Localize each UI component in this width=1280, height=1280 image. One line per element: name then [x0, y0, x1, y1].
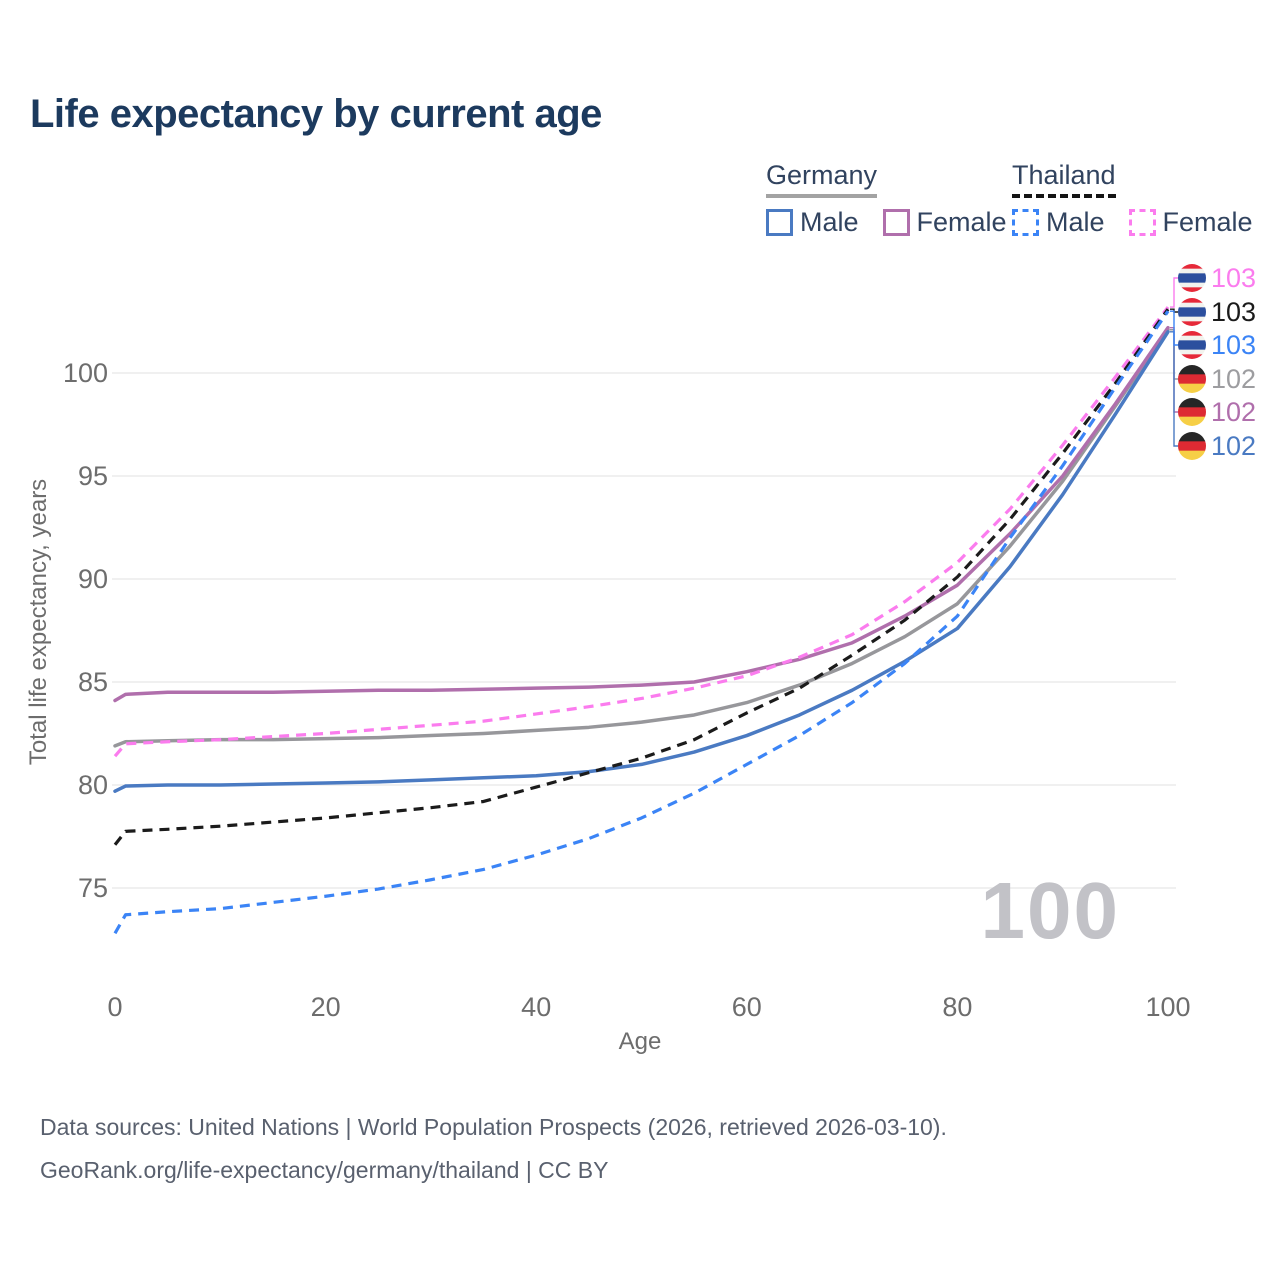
y-axis-title: Total life expectancy, years	[25, 479, 52, 765]
legend-items-germany: Male Female	[766, 207, 1031, 238]
flag-stripe	[1178, 450, 1206, 460]
flag-stripe	[1178, 302, 1206, 308]
flag-stripe	[1178, 307, 1206, 318]
legend-item-germany-female[interactable]: Female	[882, 207, 1007, 238]
y-tick-label-75: 75	[78, 873, 108, 903]
flag-stripe	[1178, 374, 1206, 385]
legend-group-germany: Germany Male Female	[766, 160, 1031, 238]
end-label-leader-thailand-male	[1170, 310, 1178, 346]
end-value-label-germany-male: 102	[1211, 431, 1256, 461]
flag-stripe	[1178, 298, 1206, 304]
flag-stripe	[1178, 273, 1206, 284]
flag-stripe	[1178, 416, 1206, 426]
germany-female-swatch-icon	[882, 209, 910, 236]
thailand-flag-icon	[1178, 298, 1206, 326]
thailand-flag-icon	[1178, 264, 1206, 292]
germany-flag-icon	[1178, 398, 1206, 426]
end-value-label-thailand-male: 103	[1211, 330, 1256, 360]
series-line-thailand-total[interactable]	[113, 308, 1170, 846]
germany-flag-icon	[1178, 432, 1206, 460]
legend-item-label: Male	[1046, 207, 1105, 237]
end-value-label-thailand-female: 103	[1211, 263, 1256, 293]
flag-stripe	[1178, 340, 1206, 351]
flag-stripe	[1178, 282, 1206, 288]
flag-stripe	[1178, 335, 1206, 341]
data-sources-footer: Data sources: United Nations | World Pop…	[40, 1106, 947, 1192]
flag-stripe	[1178, 316, 1206, 322]
flag-stripe	[1178, 441, 1206, 452]
series-line-germany-male[interactable]	[113, 330, 1170, 793]
x-tick-label-40: 40	[521, 992, 551, 1022]
series-line-thailand-male[interactable]	[113, 310, 1170, 935]
x-tick-label-0: 0	[107, 992, 122, 1022]
flag-stripe	[1178, 268, 1206, 274]
legend-country-germany[interactable]: Germany	[766, 160, 878, 198]
thailand-female-swatch-icon	[1128, 209, 1156, 236]
thailand-male-swatch-icon	[1012, 209, 1039, 236]
y-tick-label-90: 90	[78, 564, 108, 594]
flag-stripe	[1178, 398, 1206, 408]
y-tick-label-85: 85	[78, 667, 108, 697]
series-line-germany-female[interactable]	[113, 325, 1170, 703]
end-label-leader-germany-male	[1170, 331, 1178, 447]
flag-stripe	[1178, 407, 1206, 418]
legend-item-label: Female	[916, 207, 1007, 237]
end-value-label-germany-total: 102	[1211, 364, 1256, 394]
y-tick-label-80: 80	[78, 770, 108, 800]
end-label-leader-thailand-female	[1170, 277, 1178, 308]
x-tick-label-60: 60	[732, 992, 762, 1022]
flag-stripe	[1178, 432, 1206, 442]
flag-stripe	[1178, 264, 1206, 270]
legend-item-germany-male[interactable]: Male	[766, 207, 859, 238]
end-value-label-germany-female: 102	[1211, 397, 1256, 427]
legend-item-thailand-female[interactable]: Female	[1128, 207, 1253, 238]
chart-legend: Germany Male Female Thailand Male	[0, 0, 1280, 260]
thailand-flag-icon	[1178, 331, 1206, 359]
x-tick-label-80: 80	[942, 992, 972, 1022]
legend-group-thailand: Thailand Male Female	[1012, 160, 1277, 238]
age-counter-watermark: 100	[981, 866, 1120, 955]
legend-item-label: Female	[1162, 207, 1253, 237]
legend-item-label: Male	[800, 207, 859, 237]
germany-male-swatch-icon	[766, 209, 793, 236]
x-tick-label-20: 20	[311, 992, 341, 1022]
series-line-thailand-female[interactable]	[113, 306, 1170, 758]
flag-stripe	[1178, 383, 1206, 393]
germany-flag-icon	[1178, 365, 1206, 393]
flag-stripe	[1178, 365, 1206, 375]
end-value-label-thailand-total: 103	[1211, 297, 1256, 327]
x-tick-label-100: 100	[1145, 992, 1190, 1022]
y-tick-label-95: 95	[78, 461, 108, 491]
legend-items-thailand: Male Female	[1012, 207, 1277, 238]
legend-item-thailand-male[interactable]: Male	[1012, 207, 1105, 238]
page-title: Life expectancy by current age	[30, 92, 602, 136]
flag-stripe	[1178, 349, 1206, 355]
flag-stripe	[1178, 331, 1206, 337]
legend-country-thailand[interactable]: Thailand	[1012, 160, 1116, 198]
flag-stripe	[1178, 354, 1206, 359]
x-axis-title: Age	[619, 1028, 662, 1055]
footer-line-1: Data sources: United Nations | World Pop…	[40, 1114, 947, 1140]
flag-stripe	[1178, 287, 1206, 292]
y-tick-label-100: 100	[63, 358, 108, 388]
footer-line-2: GeoRank.org/life-expectancy/germany/thai…	[40, 1157, 609, 1183]
flag-stripe	[1178, 321, 1206, 326]
